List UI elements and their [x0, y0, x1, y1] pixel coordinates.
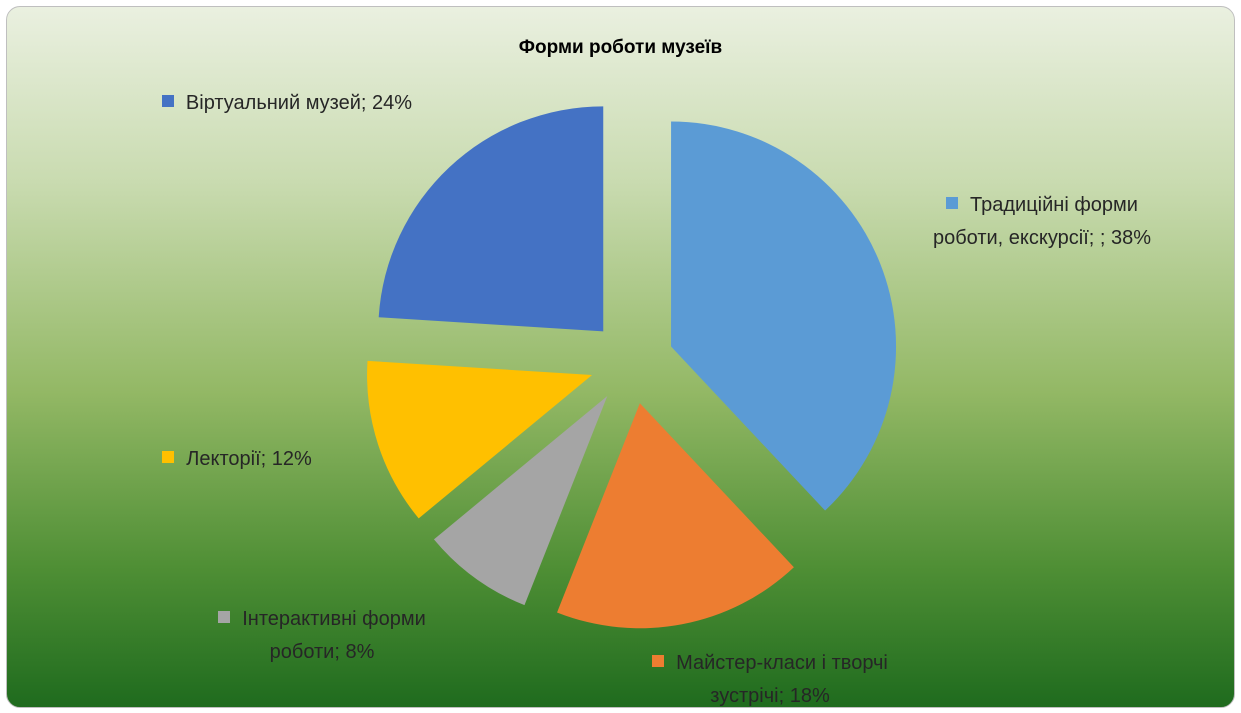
pie-slice — [557, 403, 794, 629]
pie-slice — [378, 106, 604, 332]
category-label: Віртуальний музей; — [185, 92, 367, 114]
data-label: Інтерактивні форми роботи; 8% — [197, 603, 447, 669]
data-label: Традиційні форми роботи, екскурсії; ; 38… — [912, 189, 1172, 255]
data-label: Майстер-класи і творчі зустрічі; 18% — [635, 647, 905, 707]
chart-title: Форми роботи музеїв — [518, 37, 723, 58]
chart: Форми роботи музеїв Традиційні форми роб… — [6, 6, 1235, 708]
value-label: 38% — [1111, 227, 1152, 249]
plot — [367, 106, 897, 629]
value-label: 18% — [789, 685, 830, 707]
pie-slice — [671, 121, 897, 511]
legend-key — [946, 197, 959, 209]
legend-key — [652, 655, 665, 667]
data-label: Віртуальний музей; 24% — [137, 87, 437, 120]
legend-key — [218, 611, 231, 623]
category-label: Традиційні форми роботи, екскурсії; ; — [932, 194, 1138, 249]
value-label: 8% — [345, 641, 375, 663]
data-label: Лекторії; 12% — [112, 443, 362, 476]
pie-slice — [367, 360, 593, 519]
legend-key — [162, 451, 175, 463]
legend-key — [161, 95, 174, 107]
value-label: 24% — [372, 92, 413, 114]
category-label: Лекторії; — [186, 448, 267, 470]
pie-slice — [433, 395, 608, 606]
value-label: 12% — [271, 448, 312, 470]
category-label: Інтерактивні форми роботи; — [242, 608, 426, 663]
category-label: Майстер-класи і творчі зустрічі; — [676, 652, 888, 707]
